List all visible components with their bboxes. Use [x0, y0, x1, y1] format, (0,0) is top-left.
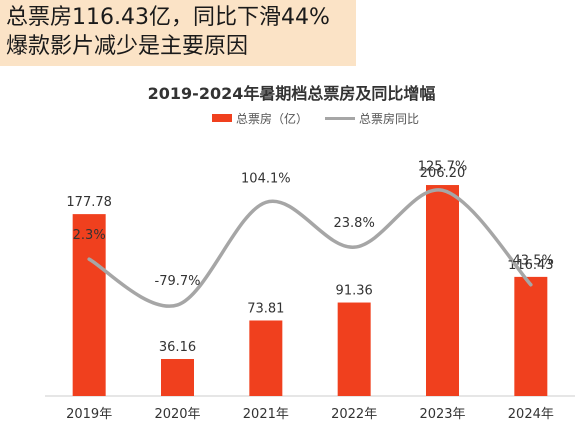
yoy-point: [529, 283, 533, 287]
yoy-point: [352, 245, 356, 249]
legend-bar-swatch: [212, 114, 232, 122]
yoy-value-label: -79.7%: [155, 274, 201, 289]
yoy-point: [176, 303, 179, 307]
x-tick-label: 2024年: [508, 407, 554, 422]
chart-legend: 总票房（亿） 总票房同比: [0, 110, 583, 130]
bar: [249, 320, 283, 396]
x-tick-label: 2022年: [331, 407, 377, 422]
bar: [72, 214, 106, 396]
bar-value-label: 36.16: [159, 340, 196, 355]
yoy-point: [441, 188, 444, 192]
bar: [337, 302, 371, 396]
x-tick-label: 2019年: [66, 407, 112, 422]
bar: [161, 359, 194, 396]
chart-title: 2019-2024年暑期档总票房及同比增幅: [147, 84, 436, 103]
yoy-point: [264, 200, 268, 204]
yoy-value-label: 23.8%: [334, 216, 375, 231]
bar: [514, 276, 548, 396]
legend-line-label: 总票房同比: [359, 112, 420, 126]
x-tick-label: 2020年: [154, 407, 200, 422]
yoy-series-line: [87, 188, 533, 308]
headline-banner: 总票房116.43亿，同比下滑44% 爆款影片减少是主要原因: [0, 0, 356, 66]
bar-value-label: 91.36: [336, 284, 373, 299]
bar: [426, 185, 459, 396]
yoy-value-label: 125.7%: [418, 159, 468, 174]
headline-line-1: 总票房116.43亿，同比下滑44%: [6, 5, 330, 30]
yoy-value-label: 104.1%: [241, 171, 291, 186]
headline-line-2: 爆款影片减少是主要原因: [6, 34, 249, 59]
legend-bar-label: 总票房（亿）: [236, 112, 309, 126]
yoy-value-label: 2.3%: [73, 228, 106, 243]
bar-value-label: 177.78: [66, 195, 112, 210]
yoy-value-label: -43.5%: [508, 254, 554, 269]
bar-value-label: 206.20: [420, 166, 466, 181]
legend-line-swatch: [325, 117, 355, 120]
x-tick-label: 2023年: [419, 407, 465, 422]
x-tick-label: 2021年: [243, 407, 289, 422]
bar-value-label: 73.81: [247, 301, 284, 316]
yoy-point: [87, 257, 91, 261]
